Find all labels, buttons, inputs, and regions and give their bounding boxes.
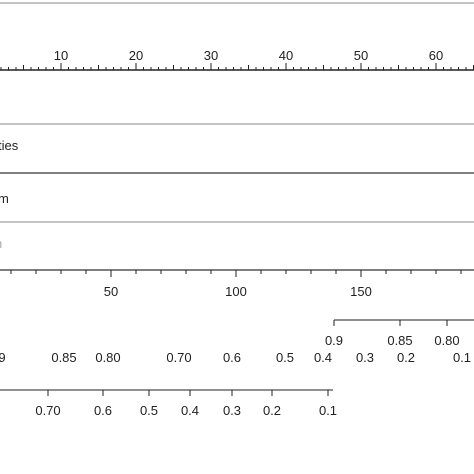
total-tick-label: 50 (104, 284, 118, 299)
prob2-tick-label: 9 (0, 350, 6, 365)
points-tick-label: 20 (129, 48, 143, 63)
prob2-tick-label: 0.2 (397, 350, 415, 365)
points-tick-label: 60 (429, 48, 443, 63)
points-tick-label: 30 (204, 48, 218, 63)
prob3-tick-label: 0.3 (223, 403, 241, 418)
total-tick-label: 150 (350, 284, 372, 299)
total-points-axis: 501001502 (10, 270, 462, 299)
prob1-tick-label: 0.9 (325, 333, 343, 348)
row-label-m: m (0, 191, 9, 206)
prob2-tick-label: 0.5 (276, 350, 294, 365)
prob3-tick-label: 0.6 (94, 403, 112, 418)
prob2-tick-label: 0.1 (453, 350, 471, 365)
row-label-ties: ties (0, 138, 19, 153)
probability-axis-1: 0.9 0.85 0.80 (325, 319, 474, 348)
probability-axis-2: 9 0.85 0.80 0.70 0.6 0.5 0.4 0.3 0.2 0.1 (0, 350, 471, 365)
prob3-tick-label: 0.70 (35, 403, 60, 418)
prob1-tick-label: 0.85 (387, 333, 412, 348)
points-tick-label: 40 (279, 48, 293, 63)
prob2-tick-label: 0.85 (51, 350, 76, 365)
total-tick-label: 100 (225, 284, 247, 299)
points-tick-label: 10 (54, 48, 68, 63)
row-label-faint: n (0, 236, 2, 251)
probability-axis-3: 0.70 0.6 0.5 0.4 0.3 0.2 0.1 (0, 389, 337, 418)
points-tick-label: 50 (354, 48, 368, 63)
prob2-tick-label: 0.4 (314, 350, 332, 365)
points-axis: 10 20 30 40 50 60 (0, 48, 474, 71)
prob2-tick-label: 0.70 (166, 350, 191, 365)
prob3-tick-label: 0.1 (319, 403, 337, 418)
prob2-tick-label: 0.6 (223, 350, 241, 365)
prob3-tick-label: 0.4 (181, 403, 199, 418)
prob3-tick-label: 0.2 (263, 403, 281, 418)
prob1-tick-label: 0.80 (434, 333, 459, 348)
prob2-tick-label: 0.80 (95, 350, 120, 365)
prob2-tick-label: 0.3 (356, 350, 374, 365)
prob3-tick-label: 0.5 (140, 403, 158, 418)
